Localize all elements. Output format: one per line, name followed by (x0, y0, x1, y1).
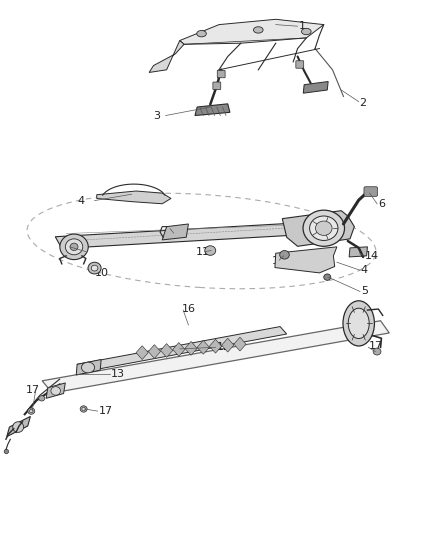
Ellipse shape (373, 348, 381, 355)
Polygon shape (77, 327, 287, 372)
Ellipse shape (91, 265, 98, 271)
Ellipse shape (197, 30, 206, 37)
Ellipse shape (13, 422, 24, 432)
Ellipse shape (88, 262, 101, 274)
Polygon shape (148, 345, 160, 359)
Ellipse shape (80, 406, 87, 412)
Text: 13: 13 (111, 369, 125, 379)
Polygon shape (136, 346, 148, 360)
Ellipse shape (324, 274, 331, 280)
Ellipse shape (343, 301, 374, 346)
Ellipse shape (4, 449, 9, 454)
Ellipse shape (70, 243, 78, 251)
Text: 17: 17 (99, 406, 113, 416)
Text: 14: 14 (365, 251, 379, 261)
Ellipse shape (28, 408, 35, 414)
Ellipse shape (29, 409, 33, 413)
FancyBboxPatch shape (217, 70, 225, 78)
Text: 10: 10 (95, 269, 109, 278)
Text: 17: 17 (369, 341, 383, 351)
FancyBboxPatch shape (213, 82, 221, 90)
Polygon shape (76, 360, 101, 375)
Polygon shape (185, 342, 197, 356)
Text: 4: 4 (361, 265, 368, 275)
Ellipse shape (51, 386, 60, 395)
Polygon shape (46, 383, 65, 398)
Polygon shape (42, 321, 389, 393)
Ellipse shape (315, 221, 332, 236)
Polygon shape (160, 344, 173, 358)
Ellipse shape (205, 246, 216, 255)
Polygon shape (349, 247, 367, 257)
Text: 6: 6 (378, 199, 385, 209)
Text: 15: 15 (272, 256, 286, 265)
Polygon shape (195, 104, 230, 116)
Text: 1: 1 (298, 21, 305, 31)
Polygon shape (173, 343, 185, 357)
Polygon shape (303, 82, 328, 93)
Polygon shape (222, 338, 234, 352)
Text: 4: 4 (77, 196, 84, 206)
Ellipse shape (60, 234, 88, 260)
Polygon shape (162, 224, 188, 240)
Polygon shape (180, 19, 324, 44)
Ellipse shape (280, 251, 289, 259)
Text: 3: 3 (153, 110, 160, 120)
Text: 16: 16 (182, 304, 196, 314)
Polygon shape (275, 247, 337, 273)
Polygon shape (7, 416, 30, 437)
Ellipse shape (301, 28, 311, 35)
Polygon shape (97, 191, 171, 204)
FancyBboxPatch shape (296, 61, 304, 68)
Text: 8: 8 (174, 228, 182, 238)
Text: 9: 9 (77, 247, 84, 256)
Text: 5: 5 (361, 286, 368, 296)
Text: 12: 12 (216, 342, 230, 352)
Polygon shape (55, 223, 304, 248)
Ellipse shape (39, 395, 45, 401)
Ellipse shape (303, 210, 345, 246)
Ellipse shape (348, 308, 369, 338)
Text: 17: 17 (26, 385, 40, 395)
Polygon shape (197, 341, 209, 354)
Polygon shape (283, 211, 354, 246)
FancyBboxPatch shape (364, 187, 378, 196)
Text: 11: 11 (196, 247, 210, 257)
Polygon shape (149, 41, 184, 72)
Polygon shape (234, 337, 246, 351)
Ellipse shape (81, 362, 95, 373)
Ellipse shape (310, 216, 338, 240)
Ellipse shape (82, 407, 85, 410)
Ellipse shape (65, 239, 83, 255)
Text: 2: 2 (360, 98, 367, 108)
Polygon shape (209, 340, 222, 353)
Ellipse shape (254, 27, 263, 33)
